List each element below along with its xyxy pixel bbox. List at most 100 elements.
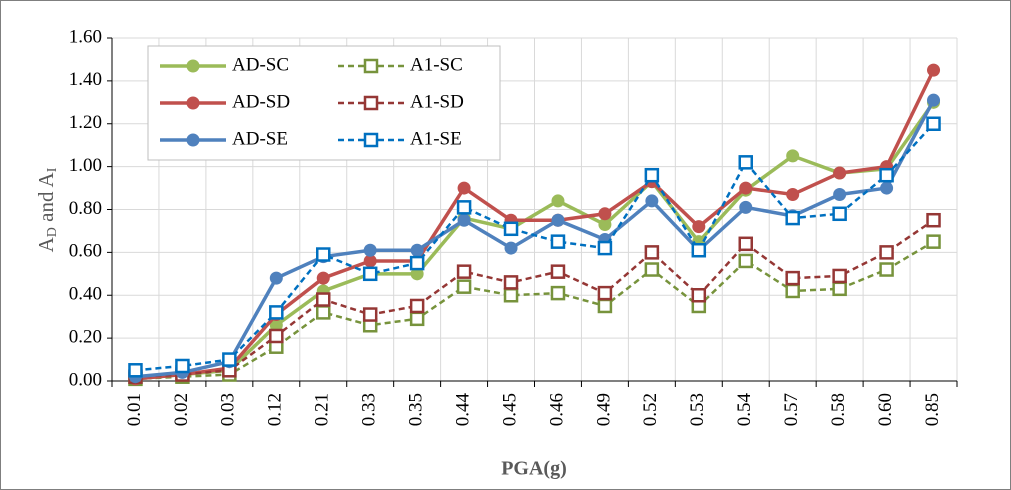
point <box>833 166 847 180</box>
point <box>644 245 660 260</box>
x-tick-label: 0.44 <box>452 393 473 427</box>
y-tick-label: 1.00 <box>69 155 102 176</box>
x-tick-label: 0.45 <box>499 393 520 426</box>
legend-marker <box>186 59 200 73</box>
series-line <box>135 219 935 378</box>
legend-marker <box>186 96 200 110</box>
point <box>739 181 753 195</box>
x-axis-label: PGA(g) <box>501 458 567 480</box>
point <box>597 298 613 314</box>
x-tick-label: 0.46 <box>546 393 567 426</box>
series <box>128 116 941 378</box>
point <box>456 200 472 215</box>
point <box>644 167 660 183</box>
point <box>833 187 847 201</box>
legend-entry: A1-SC <box>338 54 463 75</box>
point <box>269 271 283 285</box>
x-tick-label: 0.57 <box>781 393 802 426</box>
point <box>645 194 659 208</box>
point <box>927 63 941 77</box>
point <box>597 240 613 256</box>
point <box>880 181 894 195</box>
point <box>738 253 753 269</box>
series <box>128 212 941 384</box>
y-label-part: I <box>45 167 60 172</box>
legend-entry: AD-SC <box>160 54 289 75</box>
x-tick-label: 0.49 <box>593 393 614 426</box>
y-tick-label: 1.20 <box>69 112 102 133</box>
y-label-part: D <box>45 227 60 237</box>
x-tick-label: 0.54 <box>734 393 755 427</box>
point <box>832 206 847 222</box>
point <box>927 93 941 107</box>
series-line <box>135 69 936 381</box>
point <box>550 285 566 301</box>
point <box>644 262 660 277</box>
point <box>409 255 425 271</box>
point <box>362 266 378 282</box>
point <box>316 292 331 307</box>
x-tick-label: 0.03 <box>218 393 239 426</box>
y-tick-label: 0.60 <box>69 241 102 262</box>
point <box>503 221 519 237</box>
point <box>926 212 941 228</box>
point <box>457 213 471 227</box>
point <box>410 267 424 281</box>
x-tick-label: 0.12 <box>265 393 286 426</box>
x-tick-label: 0.85 <box>922 393 943 426</box>
legend-entry: AD-SE <box>160 128 288 149</box>
point <box>410 243 424 257</box>
point <box>550 264 566 279</box>
y-tick-label: 0.20 <box>69 326 102 347</box>
point <box>362 307 378 322</box>
y-tick-label: 0.40 <box>69 284 102 305</box>
legend-marker <box>363 132 379 148</box>
point <box>128 363 143 378</box>
point <box>504 241 518 255</box>
point <box>551 194 565 208</box>
series-line <box>135 122 935 372</box>
x-tick-label: 0.52 <box>640 393 661 426</box>
y-tick-label: 0.00 <box>69 369 102 390</box>
point <box>503 288 519 303</box>
x-tick-label: 0.33 <box>359 393 380 426</box>
point <box>691 288 707 303</box>
point <box>550 234 566 249</box>
point <box>692 220 706 234</box>
y-tick-label: 1.40 <box>69 69 102 90</box>
x-tick-label: 0.60 <box>875 393 896 426</box>
point <box>551 213 565 227</box>
point <box>738 155 753 170</box>
point <box>832 281 847 297</box>
legend-marker <box>363 58 379 74</box>
y-label-part: A <box>34 236 58 252</box>
point <box>786 149 800 163</box>
legend-entry: A1-SD <box>338 91 464 112</box>
point <box>503 275 519 290</box>
y-tick-label: 1.60 <box>69 26 102 47</box>
point <box>597 285 613 301</box>
point <box>786 187 800 201</box>
point <box>409 298 425 314</box>
point <box>879 167 894 183</box>
legend-entry: AD-SD <box>160 91 290 112</box>
point <box>785 283 800 299</box>
point <box>739 200 753 214</box>
y-tick-label: 0.80 <box>69 198 102 219</box>
legend-label: AD-SE <box>232 128 288 149</box>
point <box>363 254 377 268</box>
x-tick-label: 0.01 <box>124 393 145 426</box>
point <box>316 247 331 262</box>
point <box>832 268 847 284</box>
y-axis-label: AD and AI <box>34 167 60 252</box>
legend-label: AD-SD <box>232 91 290 112</box>
legend-label: A1-SE <box>410 128 462 149</box>
point <box>269 328 284 344</box>
point <box>926 116 941 131</box>
point <box>879 262 894 277</box>
point <box>598 218 612 232</box>
x-tick-label: 0.21 <box>312 393 333 426</box>
point <box>363 243 377 257</box>
